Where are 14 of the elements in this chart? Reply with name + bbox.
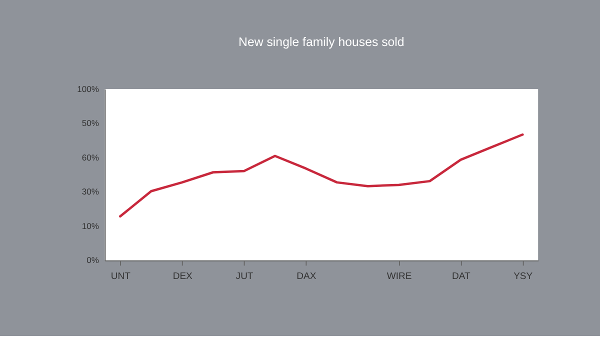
x-tick-label: DEX (172, 270, 194, 282)
text: 100% (77, 84, 100, 94)
x-tick-label: JUT (236, 270, 254, 282)
x-tick-label: YSY (514, 270, 534, 282)
text: 30% (82, 186, 100, 197)
chart-title: New single family houses sold (238, 35, 404, 50)
x-tick-label: WIRE (386, 270, 412, 282)
text: 10% (82, 220, 100, 231)
text: 60% (82, 152, 100, 162)
x-tick-label: UNT (110, 270, 131, 282)
text: 50% (82, 118, 100, 128)
x-tick-label: DAT (452, 270, 471, 282)
x-tick-label: DAX (296, 270, 317, 282)
text: 0% (86, 255, 100, 266)
